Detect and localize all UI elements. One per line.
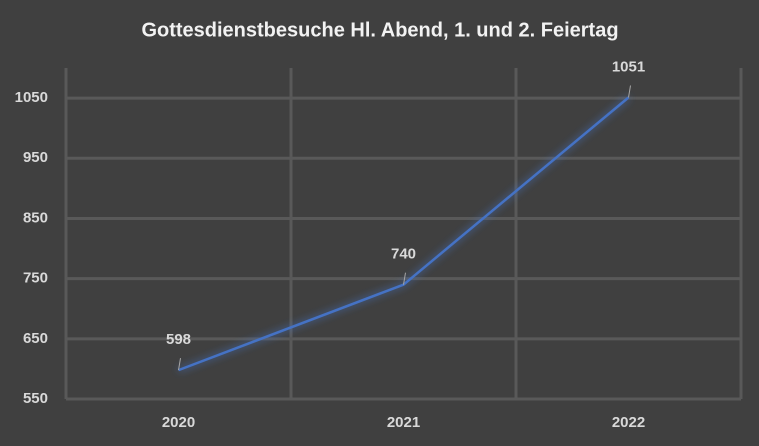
y-tick-label: 850 — [23, 209, 48, 226]
label-leader — [403, 272, 406, 285]
y-tick-label: 1050 — [15, 89, 48, 106]
data-line — [178, 96, 630, 372]
chart-title: Gottesdienstbesuche Hl. Abend, 1. und 2.… — [141, 19, 618, 41]
y-tick-label: 750 — [23, 270, 48, 287]
label-leader — [628, 85, 631, 98]
y-tick-label: 550 — [23, 390, 48, 407]
x-tick-label: 2022 — [612, 414, 645, 431]
data-label: 740 — [391, 246, 416, 263]
x-tick-label: 2020 — [162, 414, 195, 431]
y-tick-label: 950 — [23, 149, 48, 166]
label-leader — [178, 358, 181, 371]
data-label: 598 — [166, 331, 191, 348]
y-tick-label: 650 — [23, 330, 48, 347]
x-tick-label: 2021 — [387, 414, 420, 431]
data-label: 1051 — [612, 58, 645, 75]
